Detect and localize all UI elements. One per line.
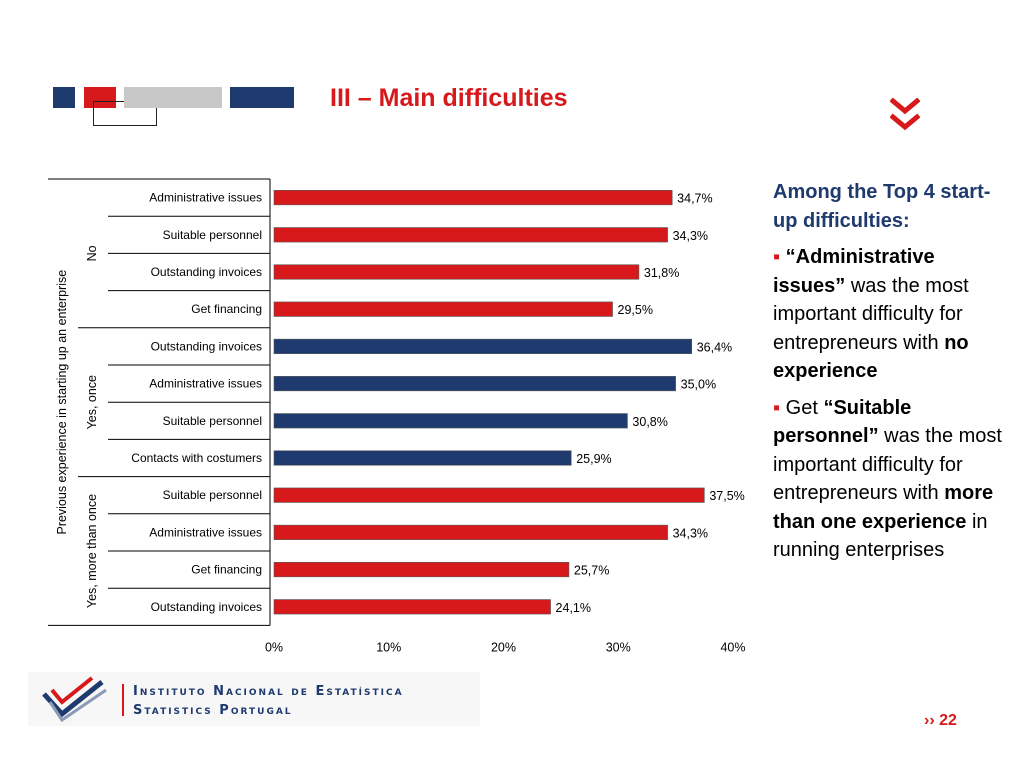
- bar: [273, 190, 673, 206]
- data-label: 24,1%: [556, 601, 591, 615]
- page-number: ›› 22: [924, 712, 957, 730]
- bar: [273, 301, 613, 317]
- bullet1-text: was the most important difficulty for en…: [773, 274, 969, 354]
- bullet-marker-1: ▪: [773, 246, 786, 268]
- summary-bullet-2: ▪ Get “Suitable personnel” was the most …: [773, 394, 1009, 565]
- category-label: Outstanding invoices: [151, 339, 262, 353]
- x-tick-label: 10%: [376, 640, 401, 654]
- bar: [273, 376, 676, 392]
- bullet-marker-2: ▪: [773, 396, 786, 419]
- data-label: 35,0%: [681, 378, 716, 392]
- bar: [273, 413, 628, 429]
- category-label: Administrative issues: [149, 377, 262, 391]
- x-tick-label: 20%: [491, 640, 516, 654]
- bar: [273, 338, 692, 354]
- data-label: 25,9%: [576, 452, 611, 466]
- bar-chart: Administrative issues Suitable personnel O…: [48, 178, 746, 654]
- data-label: 34,3%: [673, 229, 708, 243]
- page-number-value: 22: [939, 712, 957, 729]
- category-label: Outstanding invoices: [151, 265, 262, 279]
- bar: [273, 227, 668, 243]
- bullet2-emph: more than one experience: [773, 482, 994, 533]
- page-marker-icon: ››: [924, 712, 935, 729]
- data-label: 31,8%: [644, 266, 679, 280]
- logo-divider: [122, 684, 124, 716]
- ine-logo-mark-icon: [42, 676, 107, 723]
- category-label: Suitable personnel: [163, 414, 262, 428]
- bullet2-tail: in running enterprises: [773, 510, 988, 562]
- bullet2-text: was the most important difficulty for en…: [773, 425, 1002, 504]
- data-label: 34,3%: [673, 526, 708, 540]
- bar: [273, 562, 570, 578]
- category-label: Get financing: [191, 302, 262, 316]
- y-axis-title: Previous experience in starting up an en…: [55, 270, 69, 535]
- bar: [273, 487, 705, 503]
- logo-text-line1: Instituto Nacional de Estatística: [133, 684, 404, 699]
- data-label: 30,8%: [632, 415, 667, 429]
- category-label: Get financing: [191, 563, 262, 577]
- header-block-grey: [124, 87, 222, 108]
- category-label: Administrative issues: [149, 191, 262, 205]
- group-label: Yes, once: [85, 375, 99, 429]
- data-label: 29,5%: [618, 303, 653, 317]
- group-label: No: [85, 245, 99, 261]
- header-block-red: [84, 87, 116, 108]
- category-label: Outstanding invoices: [151, 600, 262, 614]
- summary-panel: Among the Top 4 start-up difficulties: ▪…: [773, 178, 1009, 565]
- double-chevron-down-icon[interactable]: [890, 98, 920, 132]
- logo-panel: [28, 672, 480, 726]
- page-title: III – Main difficulties: [330, 84, 568, 112]
- bar: [273, 524, 668, 540]
- category-label: Administrative issues: [149, 525, 262, 539]
- x-tick-label: 40%: [720, 640, 745, 654]
- x-tick-label: 0%: [265, 640, 283, 654]
- summary-intro: Among the Top 4 start-up difficulties:: [773, 181, 991, 232]
- data-label: 37,5%: [709, 489, 744, 503]
- logo-text-line2: Statistics Portugal: [133, 703, 293, 718]
- category-label: Suitable personnel: [163, 488, 262, 502]
- data-label: 36,4%: [697, 340, 732, 354]
- bullet2-lead: Get: [785, 396, 824, 419]
- bullet2-quote: “Suitable personnel”: [773, 396, 912, 448]
- category-label: Contacts with costumers: [131, 451, 262, 465]
- category-label: Suitable personnel: [163, 228, 262, 242]
- data-label: 25,7%: [574, 564, 609, 578]
- bullet1-quote: “Administrative issues”: [773, 246, 935, 297]
- header-block-navy-1: [53, 87, 75, 108]
- group-label: Yes, more than once: [85, 494, 99, 608]
- bar: [273, 599, 551, 615]
- bar: [273, 450, 572, 466]
- header-block-navy-2: [230, 87, 294, 108]
- bullet1-emph: no experience: [773, 331, 969, 383]
- x-tick-label: 30%: [606, 640, 631, 654]
- data-label: 34,7%: [677, 192, 712, 206]
- summary-bullet-1: ▪ “Administrative issues” was the most i…: [773, 243, 1009, 386]
- bar: [273, 264, 640, 280]
